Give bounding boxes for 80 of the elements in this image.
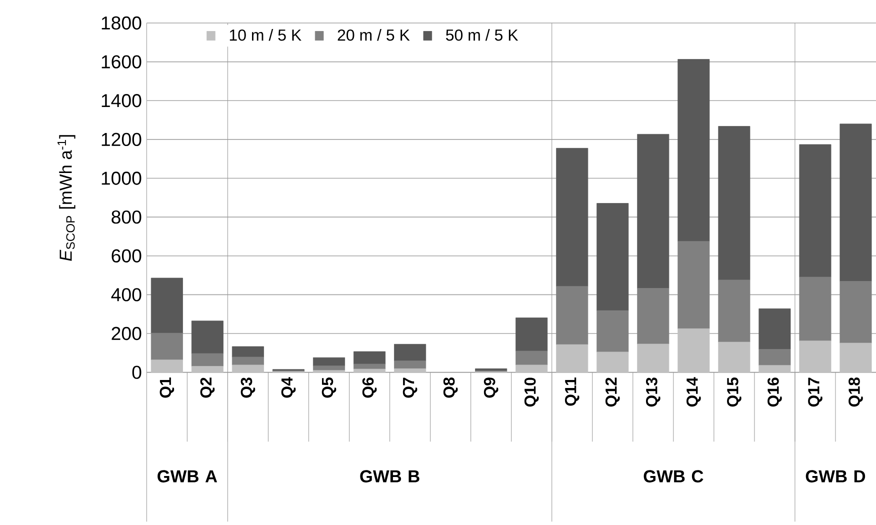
bar bbox=[637, 134, 670, 288]
x-tick-label: Q1 bbox=[160, 377, 174, 398]
bar bbox=[516, 350, 548, 366]
bar bbox=[637, 288, 670, 344]
bar bbox=[516, 364, 548, 373]
bar bbox=[840, 342, 872, 373]
y-tick-label: 1000 bbox=[102, 172, 142, 185]
legend-label: 20 m / 5 K bbox=[338, 29, 410, 41]
y-axis-title: E$_{SCOP}$ [mWh a$^{-1}$] bbox=[58, 135, 76, 261]
x-tick-label: Q10 bbox=[524, 378, 539, 407]
y-tick-label: 0 bbox=[132, 366, 142, 379]
x-tick-label: Q7 bbox=[402, 378, 418, 398]
bar bbox=[232, 356, 264, 366]
x-tick-label: Q11 bbox=[564, 377, 580, 406]
bar bbox=[191, 320, 224, 354]
legend-label: 10 m / 5 K bbox=[230, 29, 302, 41]
bar bbox=[758, 308, 791, 350]
bar bbox=[718, 280, 750, 342]
y-tick-label: 800 bbox=[112, 210, 142, 224]
text: GWB D bbox=[806, 470, 866, 482]
bar bbox=[354, 351, 386, 364]
bar bbox=[637, 344, 670, 373]
bar bbox=[313, 366, 346, 371]
bar bbox=[313, 357, 346, 366]
bar bbox=[556, 286, 588, 345]
x-tick-label: Q13 bbox=[646, 378, 660, 407]
x-tick-label: Q14 bbox=[686, 377, 701, 407]
x-tick-label: Q8 bbox=[443, 378, 458, 398]
bar bbox=[758, 349, 791, 366]
bar bbox=[150, 360, 183, 373]
bar bbox=[232, 364, 264, 373]
bar bbox=[596, 352, 629, 373]
bar bbox=[150, 332, 183, 360]
x-tick-label: Q6 bbox=[362, 378, 377, 398]
bar bbox=[394, 360, 426, 369]
bar bbox=[596, 310, 629, 352]
bar bbox=[191, 353, 224, 367]
text: GWB A bbox=[158, 470, 218, 482]
x-tick-label: Q16 bbox=[768, 378, 782, 407]
y-tick-label: 1200 bbox=[102, 132, 142, 146]
bar bbox=[678, 328, 710, 373]
x-tick-label: Q18 bbox=[848, 378, 863, 407]
bar bbox=[354, 368, 386, 373]
bar bbox=[840, 124, 872, 282]
bar bbox=[150, 278, 183, 334]
bar bbox=[191, 366, 224, 373]
y-tick-label: 1800 bbox=[102, 16, 142, 30]
x-tick-label: Q9 bbox=[484, 378, 498, 398]
bar bbox=[394, 368, 426, 373]
bar bbox=[556, 344, 588, 373]
x-tick-label: Q5 bbox=[322, 377, 336, 398]
legend-label: 50 m / 5 K bbox=[446, 29, 518, 41]
bar bbox=[718, 342, 750, 373]
bar bbox=[354, 364, 386, 370]
x-tick-label: Q3 bbox=[240, 378, 256, 398]
bar bbox=[678, 241, 710, 329]
y-tick-label: 200 bbox=[112, 326, 142, 340]
y-tick-label: 600 bbox=[112, 249, 142, 262]
x-tick-label: Q17 bbox=[808, 378, 822, 407]
bar bbox=[596, 203, 629, 311]
bar bbox=[394, 344, 426, 362]
x-tick-label: Q4 bbox=[281, 377, 296, 398]
x-tick-label: Q2 bbox=[200, 378, 215, 398]
bar bbox=[840, 281, 872, 344]
y-tick-label: 1400 bbox=[102, 94, 142, 108]
bar bbox=[799, 340, 832, 373]
bar bbox=[556, 148, 588, 287]
bar bbox=[799, 276, 832, 342]
y-tick-label: 400 bbox=[111, 288, 142, 302]
y-tick-label: 1600 bbox=[102, 55, 142, 68]
text: GWB C bbox=[644, 470, 704, 482]
x-tick-label: Q12 bbox=[605, 378, 620, 407]
bar bbox=[232, 346, 264, 358]
bar bbox=[718, 126, 750, 280]
bar bbox=[799, 144, 832, 278]
bar bbox=[516, 318, 548, 352]
x-tick-label: Q15 bbox=[727, 377, 742, 407]
bar bbox=[758, 365, 791, 373]
text: GWB B bbox=[360, 470, 420, 482]
bar bbox=[678, 59, 710, 242]
